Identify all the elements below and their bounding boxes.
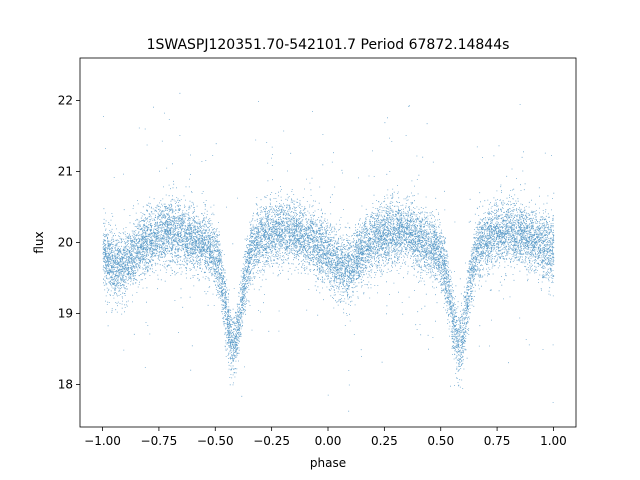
x-tick-label: −0.25 [253,434,290,448]
y-tick-label: 22 [58,94,73,108]
x-tick-label: −1.00 [84,434,121,448]
plot-area [79,57,577,428]
x-tick-label: 0.25 [371,434,398,448]
x-tick-label: 0.50 [427,434,454,448]
y-axis-label: flux [32,231,46,253]
y-tick-label: 18 [58,377,73,391]
x-tick-label: 1.00 [540,434,567,448]
y-tick-label: 19 [58,306,73,320]
y-axis: 18 19 20 21 22 [58,94,80,391]
x-axis: −1.00 −0.75 −0.50 −0.25 0.00 0.25 0.50 0.75 1.00 [84,427,567,448]
scatter-points [102,92,555,412]
y-tick-label: 21 [58,165,73,179]
x-tick-label: 0.00 [315,434,342,448]
chart-title: 1SWASPJ120351.70-542101.7 Period 67872.1… [147,37,510,53]
x-tick-label: −0.75 [141,434,178,448]
x-tick-label: −0.50 [197,434,234,448]
x-axis-label: phase [310,456,346,470]
x-tick-label: 0.75 [484,434,511,448]
y-tick-label: 20 [58,236,73,250]
data-points [102,92,555,412]
